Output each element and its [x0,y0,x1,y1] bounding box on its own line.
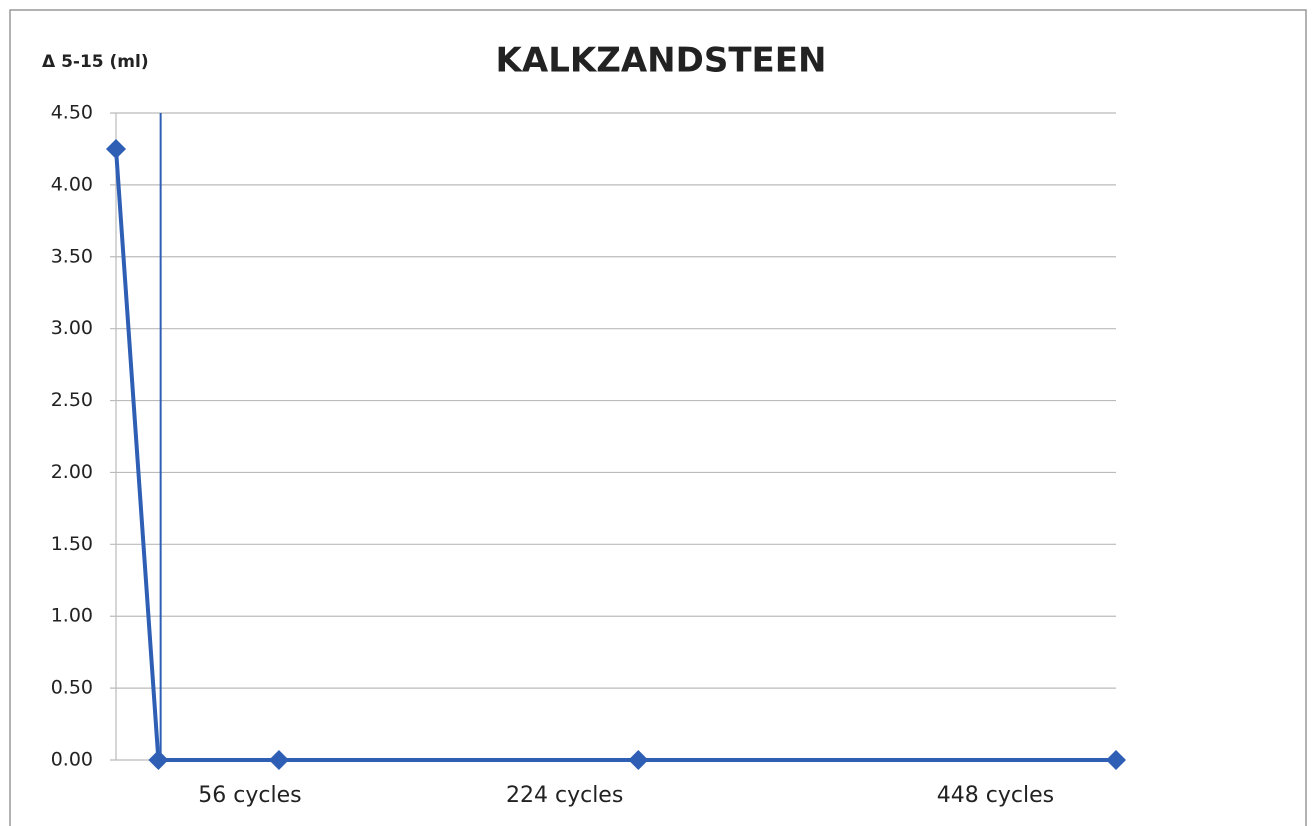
y-tick-label: 4.50 [51,102,93,124]
y-tick-label: 3.00 [51,317,93,339]
y-tick-label: 1.00 [51,605,93,627]
y-axis-label: Δ 5-15 (ml) [42,52,149,72]
y-tick-label: 2.00 [51,461,93,483]
x-tick-label: 224 cycles [506,783,623,808]
y-tick-label: 4.00 [51,173,93,195]
y-tick-label: 3.50 [51,245,93,267]
chart-border [9,9,1307,826]
y-tick-label: 1.50 [51,533,93,555]
chart-title: KALKZANDSTEEN [496,41,827,81]
data-point [268,750,289,770]
data-point [148,750,169,770]
y-tick-label: 0.50 [51,677,93,699]
x-tick-label: 56 cycles [198,783,301,808]
y-tick-label: 2.50 [51,389,93,411]
data-point [1106,750,1126,770]
x-tick-label: 448 cycles [937,783,1054,808]
data-point [628,750,649,770]
data-point [106,138,126,159]
y-tick-label: 0.00 [51,749,93,771]
